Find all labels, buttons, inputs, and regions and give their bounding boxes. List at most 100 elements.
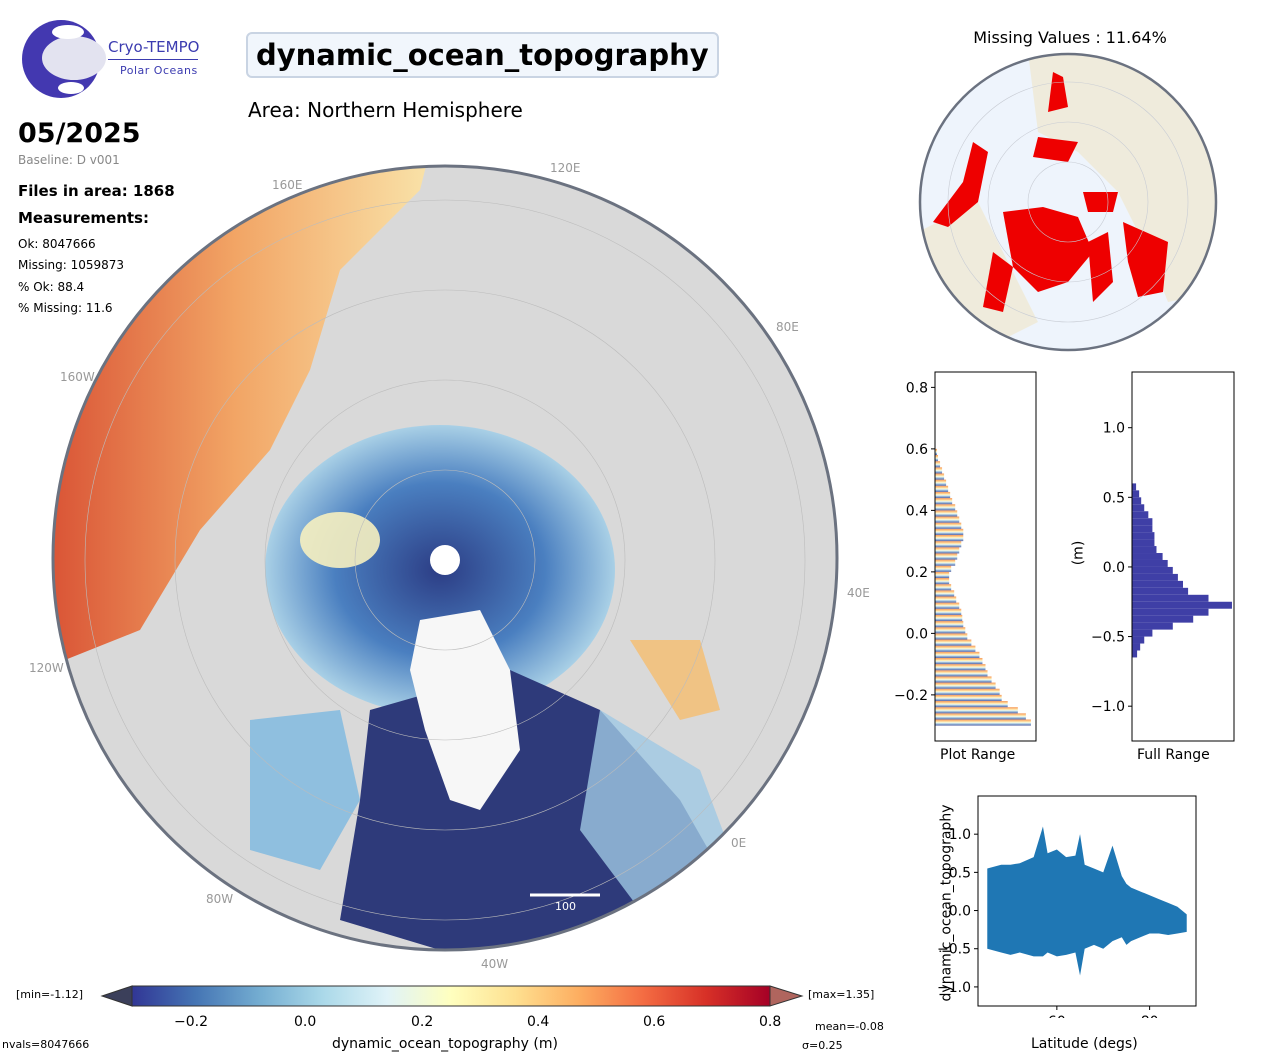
histogram-bar (935, 590, 955, 597)
histogram-bar (1132, 490, 1140, 498)
histogram-bar (935, 719, 1031, 726)
y-tick-label: 0.0 (949, 904, 971, 920)
y-tick-label: −1.0 (937, 980, 971, 996)
date-label: 05/2025 (18, 118, 141, 149)
stat-pct-ok: % Ok: 88.4 (18, 280, 85, 294)
histogram-bar (1132, 650, 1138, 658)
histogram-bar (935, 504, 956, 511)
histogram-bar (935, 584, 952, 591)
histogram-bar (1132, 525, 1153, 533)
histogram-bar (935, 448, 938, 456)
missing-values-title: Missing Values : 11.64% (973, 28, 1167, 47)
colorbar-label: dynamic_ocean_topography (m) (332, 1036, 558, 1052)
y-tick-label: 0.4 (906, 503, 928, 519)
lon-label-0e: 0E (731, 836, 747, 850)
beaufort-high-region (300, 512, 380, 568)
histogram-bar (1132, 643, 1141, 651)
histogram-bar (935, 461, 941, 468)
histogram-bar (935, 639, 972, 646)
lon-label-160w: 160W (60, 370, 95, 384)
histogram-bar (1132, 573, 1178, 581)
colorbar-min-extend (100, 985, 133, 1007)
full-range-ylabel: (m) (1070, 540, 1087, 566)
lon-label-80w: 80W (206, 892, 234, 906)
y-tick-label: 0.5 (1103, 490, 1125, 506)
histogram-bar (1132, 566, 1173, 574)
inset-boundary (918, 52, 1218, 352)
colorbar-max-label: [max=1.35] (808, 988, 875, 1001)
scale-bar-label: 100 (555, 900, 576, 913)
measurements-heading: Measurements: (18, 209, 149, 227)
y-tick-label: −0.2 (894, 688, 928, 704)
graticule (84, 199, 806, 921)
colorbar-tick: 0.6 (643, 1014, 666, 1030)
histogram-bar (935, 498, 953, 505)
logo-subtitle: Polar Oceans (120, 64, 198, 77)
histogram-bar (935, 541, 962, 548)
histogram-bar (1132, 518, 1153, 526)
histogram-bar (1132, 539, 1155, 547)
histogram-bar (935, 578, 950, 585)
lon-label-120e: 120E (550, 161, 581, 175)
histogram-bar (935, 565, 952, 572)
histogram-bar (1132, 504, 1145, 512)
missing-values-map (918, 52, 1218, 352)
y-tick-label: 0.5 (949, 865, 971, 881)
histogram-bar (935, 614, 963, 622)
hudson-bay-region (250, 710, 360, 870)
stat-ok: Ok: 8047666 (18, 237, 96, 251)
histogram-bar (935, 633, 968, 640)
scatter-frame (977, 795, 1197, 1007)
histogram-bar (935, 608, 962, 615)
scatter-ylabel: dynamic_ocean_topography (938, 804, 955, 1002)
map-boundary (51, 164, 839, 952)
histogram-bar (1132, 559, 1168, 567)
histogram-bar (1132, 497, 1142, 505)
histogram-bar (935, 467, 943, 474)
histogram-bar (1132, 636, 1145, 644)
scatter-point-cloud (987, 826, 1187, 976)
histogram-bar (935, 670, 988, 677)
plot-range-frame (934, 371, 1037, 742)
lon-label-40w: 40W (481, 957, 509, 971)
histogram-bar (935, 602, 960, 609)
y-tick-label: −1.0 (1091, 699, 1125, 715)
stat-missing: Missing: 1059873 (18, 258, 125, 272)
missing-areas (933, 72, 1168, 312)
y-tick-label: 0.8 (906, 380, 928, 396)
histogram-bar (935, 455, 939, 462)
histogram-bar (935, 651, 980, 658)
x-tick-label: 80 (1141, 1014, 1159, 1018)
colorbar-tick: 0.8 (759, 1014, 782, 1030)
histogram-bar (935, 485, 949, 492)
histogram-bar (935, 688, 1000, 695)
histogram-bar (1132, 601, 1232, 609)
histogram-bar (1132, 511, 1149, 519)
histogram-bar (935, 522, 962, 529)
plot-range-histogram: −0.2 0.0 0.2 0.4 0.6 0.8 (894, 371, 1037, 742)
polar-map[interactable]: 100 (40, 150, 860, 970)
lon-label-160e: 160E (272, 178, 303, 192)
mean-label: mean=-0.08 (815, 1020, 884, 1033)
colorbar-tick: 0.2 (411, 1014, 434, 1030)
histogram-bar (935, 479, 947, 486)
y-tick-label: −0.5 (1091, 630, 1125, 646)
y-tick-label: 1.0 (949, 827, 971, 843)
logo-name: Cryo-TEMPO (108, 38, 200, 56)
stat-pct-missing: % Missing: 11.6 (18, 301, 113, 315)
histogram-bar (935, 621, 964, 628)
logo: Cryo-TEMPO Polar Oceans (16, 18, 206, 100)
greenland-ice-sheet (410, 610, 520, 810)
x-tick-label: 60 (1048, 1014, 1066, 1018)
colorbar-gradient (131, 985, 771, 1007)
histogram-bar (935, 553, 958, 560)
colorbar-min-label: [min=-1.12] (16, 988, 84, 1001)
full-range-xlabel: Full Range (1137, 747, 1210, 763)
lon-label-120w: 120W (29, 661, 64, 675)
histogram-bar (935, 473, 945, 480)
nordic-seas-region (580, 710, 730, 910)
page-title: dynamic_ocean_topography (246, 32, 719, 78)
histogram-bar (1132, 594, 1209, 602)
histogram-bar (935, 528, 964, 535)
histogram-bar (1132, 615, 1194, 623)
